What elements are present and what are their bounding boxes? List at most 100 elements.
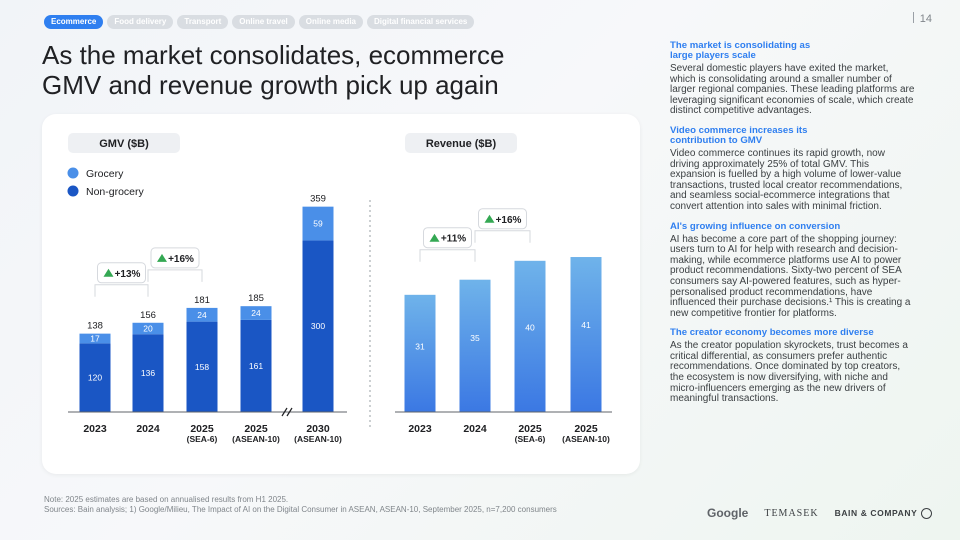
legend-non-grocery-swatch [67,185,79,197]
insight-body: As the creator population skyrockets, tr… [670,340,908,405]
gmv-total-label: 359 [310,194,326,205]
gmv-growth-box [97,262,146,284]
gmv-non-grocery-value: 158 [195,362,209,372]
insight-heading: AI's growing influence on conversion [670,220,841,232]
page-number-text: 14 [919,13,932,25]
gmv-bar-non-grocery [79,343,111,412]
revenue-title: Revenue ($B) [426,138,497,150]
gmv-category-label: (SEA-6) [187,434,218,444]
gmv-non-grocery-value: 120 [88,373,102,383]
revenue-bar [514,260,546,412]
revenue-bar [459,279,491,412]
legend-grocery-label: Grocery [86,168,124,180]
gmv-category-label: 2024 [136,423,160,435]
revenue-growth-box [478,208,527,230]
gmv-category-label: (ASEAN-10) [232,434,280,444]
revenue-growth-label: +11% [441,234,466,245]
insight-heading: The market is consolidating as large pla… [670,40,811,61]
insight-heading: The creator economy becomes more diverse [670,327,874,339]
bain-logo: BAIN & COMPANY [834,507,933,519]
axis-break-mark [281,407,288,417]
tab-online-travel[interactable]: Online travel [232,15,295,29]
growth-up-icon [103,268,114,277]
google-logo: Google [707,506,749,520]
gmv-category-label: (ASEAN-10) [294,434,342,444]
gmv-category-label: 2025 [244,423,268,435]
gmv-total-label: 181 [194,295,210,306]
gmv-bar-grocery [302,206,334,241]
gmv-non-grocery-value: 161 [249,361,263,371]
revenue-category-label: (ASEAN-10) [562,434,610,444]
insights-panel: The market is consolidating as large pla… [670,41,915,414]
revenue-value: 35 [470,333,480,343]
gmv-bar-grocery [132,322,164,335]
logo-row: Google TEMASEK BAIN & COMPANY [707,506,933,520]
tab-food-delivery[interactable]: Food delivery [107,15,174,29]
insight-section: AI's growing influence on conversion AI … [670,220,915,320]
gmv-growth-bracket [147,269,203,282]
insight-heading: Video commerce increases its contributio… [670,124,808,146]
gmv-grocery-value: 17 [90,333,100,343]
note-line: Note: 2025 estimates are based on annual… [44,495,289,504]
revenue-title-pill [405,133,517,153]
bain-circle-icon [921,507,933,519]
gmv-bar-grocery [240,306,272,320]
revenue-value: 31 [415,341,425,351]
revenue-growth-box [423,227,472,249]
page-title: As the market consolidates, ecommerce GM… [42,40,505,100]
gmv-bar-non-grocery [186,321,218,412]
growth-up-icon [429,233,440,242]
gmv-grocery-value: 59 [313,219,323,229]
insight-body: AI has become a core part of the shoppin… [670,233,911,319]
legend-grocery-swatch [67,167,79,179]
page-number: 14 [912,12,932,25]
tab-ecommerce[interactable]: Ecommerce [44,15,104,29]
gmv-total-label: 138 [87,321,103,332]
revenue-growth-bracket [474,230,531,243]
gmv-grocery-value: 20 [143,323,153,333]
revenue-category-label: 2025 [574,423,598,435]
revenue-value: 40 [525,322,535,332]
gmv-growth-label: +16% [168,254,194,265]
insight-section: The market is consolidating as large pla… [670,41,915,117]
insight-section: Video commerce increases its contributio… [670,124,915,213]
gmv-bar-grocery [186,307,218,322]
gmv-bar-non-grocery [302,240,334,412]
growth-up-icon [157,253,167,262]
gmv-title: GMV ($B) [99,138,149,150]
insight-body: Video commerce continues its rapid growt… [670,147,903,212]
gmv-grocery-value: 24 [251,308,261,318]
tab-digital-financial-services[interactable]: Digital financial services [366,15,475,29]
gmv-grocery-value: 24 [197,310,207,320]
gmv-growth-label: +13% [115,269,141,280]
sources-line: Sources: Bain analysis; 1) Google/Milieu… [44,505,557,514]
temasek-logo: TEMASEK [764,507,819,519]
gmv-bar-grocery [79,333,111,344]
revenue-growth-bracket [419,249,476,262]
gmv-non-grocery-value: 300 [311,321,325,331]
revenue-category-label: 2025 [518,423,542,435]
gmv-category-label: 2025 [190,423,214,435]
revenue-category-label: 2024 [463,423,487,435]
gmv-bar-non-grocery [132,334,164,412]
tab-online-media[interactable]: Online media [298,15,363,29]
gmv-category-label: 2030 [306,423,330,435]
gmv-title-pill [68,133,180,153]
tab-transport[interactable]: Transport [177,15,229,29]
footnote: Note: 2025 estimates are based on annual… [44,495,557,515]
gmv-growth-box [150,247,200,269]
bain-logo-text: BAIN & COMPANY [834,508,918,518]
gmv-non-grocery-value: 136 [141,368,155,378]
gmv-total-label: 156 [140,310,156,321]
revenue-value: 41 [581,320,591,330]
revenue-bar [404,294,436,412]
insight-body: Several domestic players have exited the… [670,63,915,117]
topic-tabs: Ecommerce Food delivery Transport Online… [44,15,475,29]
revenue-category-label: 2023 [408,423,432,435]
revenue-category-label: (SEA-6) [515,434,546,444]
gmv-growth-bracket [94,284,149,297]
axis-break-mark [286,407,293,417]
revenue-growth-label: +16% [496,215,522,226]
revenue-bar [570,257,602,412]
